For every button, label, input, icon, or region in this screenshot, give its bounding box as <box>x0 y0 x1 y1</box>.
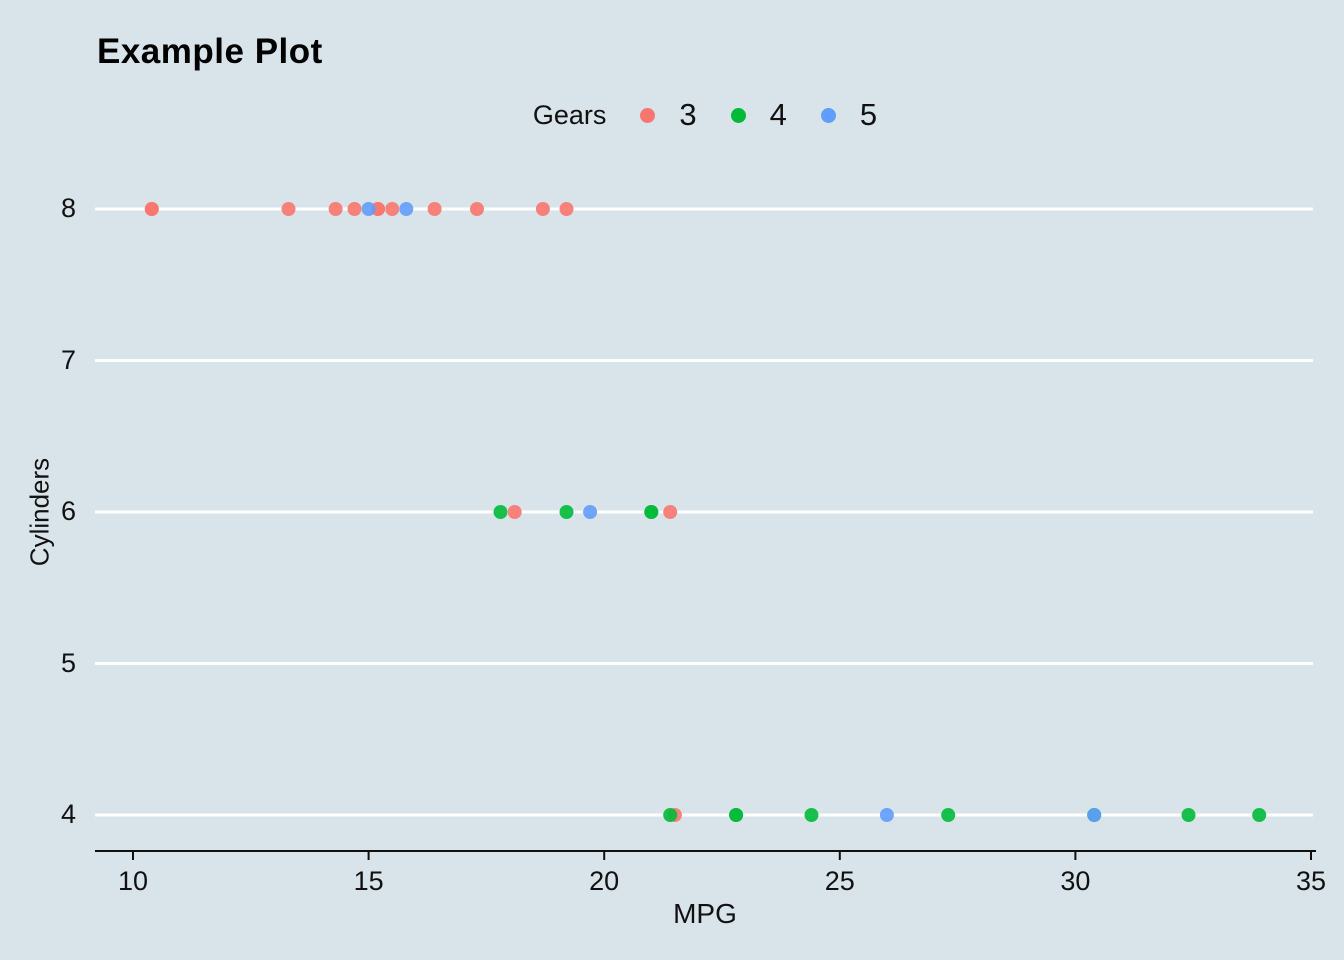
point-gear-4 <box>644 505 659 519</box>
point-gear-3 <box>427 202 442 216</box>
point-gear-3 <box>663 505 678 519</box>
point-gear-3 <box>559 202 574 216</box>
point-gear-3 <box>281 202 296 216</box>
legend-item-gear-5: 5 <box>820 97 878 133</box>
point-gear-3 <box>507 505 522 519</box>
point-gear-5 <box>583 505 598 519</box>
x-tick-label-35: 35 <box>1295 866 1327 896</box>
point-gear-4 <box>804 808 819 822</box>
y-tick-label-4: 4 <box>60 799 76 829</box>
x-tick-label-10: 10 <box>117 866 149 896</box>
legend-dot-gear-4-icon <box>730 107 746 123</box>
legend-title: Gears <box>532 99 607 130</box>
x-tick-label-15: 15 <box>353 866 384 896</box>
legend: Gears 3 4 5 <box>95 92 1315 138</box>
point-gear-4 <box>1181 808 1196 822</box>
point-gear-3 <box>347 202 362 216</box>
x-tick-label-25: 25 <box>824 866 855 896</box>
legend-label-gear-4: 4 <box>769 97 787 132</box>
y-axis-label: Cylinders <box>24 457 55 567</box>
y-tick-label-7: 7 <box>60 344 76 375</box>
legend-dot-gear-3-icon <box>640 107 656 123</box>
point-gear-5 <box>361 202 376 216</box>
point-gear-3 <box>144 202 159 216</box>
plot-title: Example Plot <box>97 32 323 71</box>
y-tick-label-5: 5 <box>60 647 76 678</box>
point-gear-5 <box>879 808 894 822</box>
point-gear-4 <box>729 808 744 822</box>
point-gear-3 <box>470 202 484 216</box>
point-gear-3 <box>328 202 343 216</box>
legend-label-gear-5: 5 <box>859 97 878 132</box>
point-gear-5 <box>1087 808 1102 822</box>
point-gear-4 <box>941 808 956 822</box>
point-gear-4 <box>1252 808 1267 822</box>
point-gear-4 <box>663 808 678 822</box>
legend-item-gear-3: 3 <box>640 97 697 133</box>
point-gear-3 <box>535 202 550 216</box>
legend-item-gear-4: 4 <box>730 97 787 133</box>
y-tick-label-8: 8 <box>60 193 76 223</box>
x-axis-label: MPG <box>673 898 737 929</box>
legend-dot-gear-5-icon <box>820 107 836 123</box>
y-tick-label-6: 6 <box>60 496 76 526</box>
x-tick-label-30: 30 <box>1060 866 1091 896</box>
point-gear-4 <box>559 505 574 519</box>
point-gear-4 <box>493 505 508 519</box>
point-gear-5 <box>399 202 414 216</box>
point-gear-3 <box>385 202 400 216</box>
legend-label-gear-3: 3 <box>679 97 697 132</box>
x-tick-label-20: 20 <box>589 866 620 896</box>
